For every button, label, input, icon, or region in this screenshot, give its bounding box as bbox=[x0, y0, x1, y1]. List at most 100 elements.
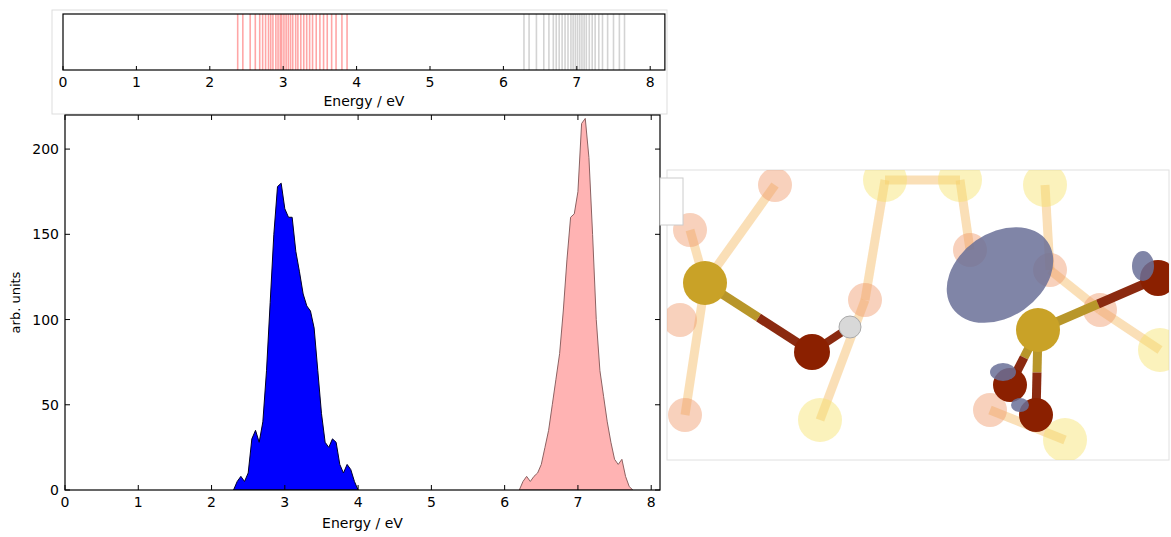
spectral-line bbox=[303, 14, 305, 70]
atom-o bbox=[794, 334, 830, 370]
tick bbox=[655, 404, 660, 405]
tick bbox=[504, 485, 505, 490]
tick-label: 6 bbox=[500, 494, 509, 510]
orbital-lobe bbox=[1011, 398, 1029, 412]
spectral-line bbox=[262, 14, 264, 70]
spectral-line bbox=[255, 14, 257, 70]
spectral-line bbox=[523, 14, 525, 70]
tick-label: 2 bbox=[205, 74, 214, 90]
spectral-line bbox=[536, 14, 538, 70]
atom-faded bbox=[938, 170, 982, 202]
image-background bbox=[667, 170, 1169, 460]
tick-label: 7 bbox=[573, 494, 582, 510]
tick-label: 8 bbox=[646, 74, 655, 90]
y-axis-title: arb. units bbox=[8, 271, 23, 333]
tick bbox=[211, 485, 212, 490]
tick-label: 200 bbox=[32, 141, 59, 157]
orbital-lobe bbox=[1132, 251, 1154, 281]
tick bbox=[65, 485, 66, 490]
spectral-line bbox=[281, 14, 283, 70]
spectral-line bbox=[292, 14, 294, 70]
spectral-line bbox=[543, 14, 545, 70]
spectral-line bbox=[335, 14, 337, 70]
spectral-line bbox=[331, 14, 333, 70]
atom-faded bbox=[1023, 170, 1067, 207]
tick bbox=[284, 115, 285, 120]
spectral-line bbox=[306, 14, 308, 70]
tick-label: 4 bbox=[352, 74, 361, 90]
tick bbox=[431, 485, 432, 490]
spectral-line bbox=[583, 14, 585, 70]
spectral-line bbox=[323, 14, 325, 70]
atom-si bbox=[683, 261, 727, 305]
orbital-lobe bbox=[990, 363, 1016, 381]
tick-label: 1 bbox=[134, 494, 143, 510]
panel-background bbox=[52, 10, 667, 114]
spectral-line bbox=[283, 14, 285, 70]
spectral-line bbox=[265, 14, 267, 70]
spectral-line bbox=[309, 14, 311, 70]
spectral-line bbox=[586, 14, 588, 70]
tick-label: 6 bbox=[499, 74, 508, 90]
tick-label: 5 bbox=[427, 494, 436, 510]
spectral-line bbox=[607, 14, 609, 70]
spectral-line bbox=[312, 14, 314, 70]
spectral-line bbox=[528, 14, 530, 70]
spectral-line bbox=[613, 14, 615, 70]
spectral-line bbox=[561, 14, 563, 70]
tick bbox=[651, 485, 652, 490]
spectral-line bbox=[588, 14, 590, 70]
tick bbox=[138, 115, 139, 120]
spectral-line bbox=[591, 14, 593, 70]
tick bbox=[138, 485, 139, 490]
tick bbox=[650, 66, 651, 70]
tick-label: 7 bbox=[572, 74, 581, 90]
figure: 012345678Energy / eV01234567805010015020… bbox=[0, 0, 1171, 537]
spectral-line bbox=[555, 14, 557, 70]
tick bbox=[65, 234, 70, 235]
tick-label: 8 bbox=[647, 494, 656, 510]
tick-label: 0 bbox=[59, 74, 68, 90]
spectral-line bbox=[290, 14, 292, 70]
tick bbox=[655, 319, 660, 320]
lines-group bbox=[238, 14, 625, 70]
spectral-line bbox=[602, 14, 604, 70]
area bbox=[519, 118, 633, 490]
tick bbox=[65, 490, 70, 491]
spectral-line bbox=[572, 14, 574, 70]
spectral-line bbox=[242, 14, 244, 70]
tick bbox=[655, 234, 660, 235]
tick-label: 2 bbox=[207, 494, 216, 510]
tick bbox=[576, 66, 577, 70]
tick bbox=[431, 115, 432, 120]
tick-label: 100 bbox=[32, 312, 59, 328]
tick bbox=[651, 115, 652, 120]
tick bbox=[504, 115, 505, 120]
atom-h bbox=[839, 316, 861, 338]
spectral-line bbox=[249, 14, 251, 70]
spectral-line bbox=[279, 14, 281, 70]
spectral-line bbox=[624, 14, 626, 70]
spectral-line bbox=[277, 14, 279, 70]
tick bbox=[65, 319, 70, 320]
spectral-line bbox=[567, 14, 569, 70]
spectral-line bbox=[259, 14, 261, 70]
atom-faded bbox=[863, 170, 907, 202]
tick bbox=[503, 66, 504, 70]
atom-faded bbox=[667, 303, 697, 337]
spectral-line bbox=[288, 14, 290, 70]
tick-label: 0 bbox=[61, 494, 70, 510]
spectral-line bbox=[315, 14, 317, 70]
molecule-image bbox=[667, 170, 1169, 460]
spectral-line bbox=[558, 14, 560, 70]
tick bbox=[655, 149, 660, 150]
spectral-line bbox=[319, 14, 321, 70]
tick bbox=[358, 485, 359, 490]
x-axis-title: Energy / eV bbox=[324, 93, 405, 109]
tick bbox=[430, 66, 431, 70]
tick bbox=[283, 66, 284, 70]
spectral-line bbox=[548, 14, 550, 70]
spectral-line bbox=[237, 14, 239, 70]
tick-label: 4 bbox=[354, 494, 363, 510]
spectral-line bbox=[300, 14, 302, 70]
